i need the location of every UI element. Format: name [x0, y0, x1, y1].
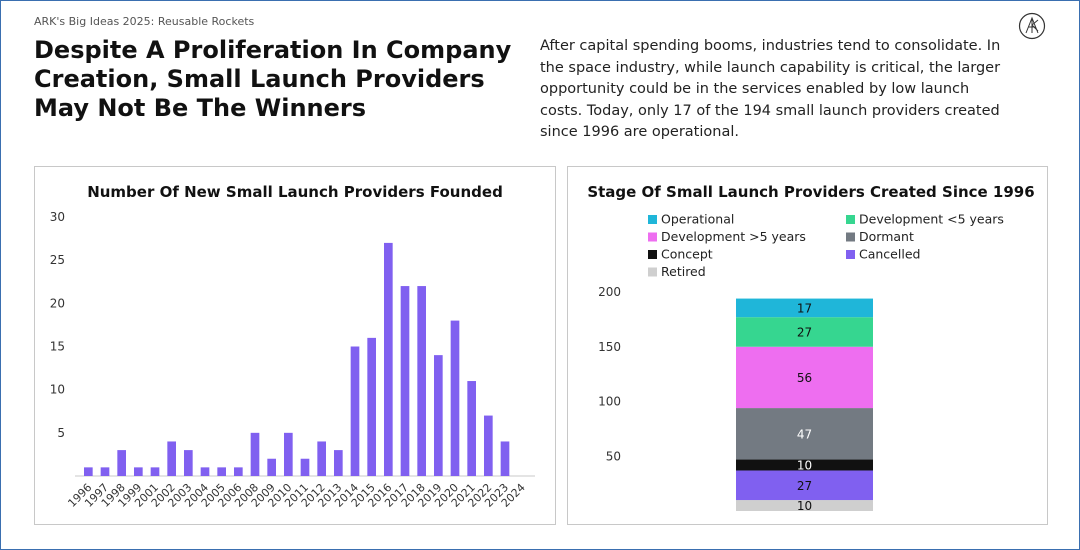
report-supertitle: ARK's Big Ideas 2025: Reusable Rockets: [34, 15, 255, 28]
y-tick-label: 30: [50, 210, 65, 224]
legend-swatch: [648, 232, 657, 242]
bar-2021: [467, 381, 476, 476]
legend-swatch: [648, 250, 657, 259]
legend-swatch: [846, 215, 855, 224]
legend-swatch: [846, 232, 855, 242]
bar-2005: [217, 467, 226, 476]
data-label: 27: [797, 325, 812, 339]
bar-2019: [434, 355, 443, 476]
bar-2013: [334, 450, 343, 476]
bar-2015: [367, 337, 376, 476]
legend-item: Development >5 years: [648, 229, 806, 244]
legend-label: Development >5 years: [661, 229, 806, 244]
intro-paragraph: After capital spending booms, industries…: [540, 38, 1001, 140]
legend-item: Development <5 years: [846, 212, 1004, 227]
segment-development-5-years: [736, 346, 873, 409]
segment-retired: [736, 500, 873, 511]
legend-item: Concept: [648, 247, 713, 262]
bar-2023: [500, 441, 510, 476]
data-label: 17: [797, 301, 812, 315]
y-tick-label: 20: [50, 296, 65, 310]
bar-2002: [167, 441, 176, 476]
bar-1998: [117, 450, 126, 476]
segment-development-5-years: [736, 317, 873, 347]
bar-2006: [234, 467, 243, 476]
bar-2009: [267, 458, 276, 476]
founded-bar-chart: Number Of New Small Launch Providers Fou…: [50, 183, 535, 510]
bar-2012: [317, 441, 326, 476]
data-label: 47: [797, 427, 812, 441]
bar-2016: [384, 242, 393, 476]
stage-stacked-bar-chart: Stage Of Small Launch Providers Created …: [587, 183, 1034, 513]
chart-title: Number Of New Small Launch Providers Fou…: [87, 183, 503, 201]
bar-1999: [134, 467, 143, 476]
legend-label: Operational: [661, 212, 734, 227]
segment-cancelled: [736, 470, 873, 501]
segment-dormant: [736, 408, 873, 460]
page-headline: Despite A Proliferation In Company Creat…: [34, 36, 512, 122]
legend-label: Concept: [661, 247, 713, 262]
legend-item: Dormant: [846, 229, 914, 244]
bar-2018: [417, 286, 426, 476]
y-tick-label: 25: [50, 253, 65, 267]
founded-chart-panel: Number Of New Small Launch Providers Fou…: [34, 166, 556, 525]
legend-swatch: [648, 215, 657, 224]
legend-label: Cancelled: [859, 247, 920, 262]
bar-2011: [300, 458, 310, 476]
ark-logo-icon: [1018, 12, 1046, 40]
stage-chart-panel: Stage Of Small Launch Providers Created …: [567, 166, 1048, 525]
legend-label: Retired: [661, 264, 706, 279]
legend-label: Dormant: [859, 229, 914, 244]
legend-label: Development <5 years: [859, 212, 1004, 227]
segment-operational: [736, 298, 873, 318]
bar-2008: [250, 432, 260, 476]
legend-swatch: [846, 250, 855, 259]
segment-concept: [736, 459, 873, 471]
y-tick-label: 200: [598, 285, 621, 299]
bar-2001: [150, 467, 160, 476]
bar-2017: [400, 286, 410, 476]
legend-item: Cancelled: [846, 247, 920, 262]
bar-2020: [450, 320, 460, 476]
y-tick-label: 10: [50, 383, 65, 397]
legend-swatch: [648, 267, 657, 277]
y-tick-label: 100: [598, 395, 621, 409]
data-label: 27: [797, 479, 812, 493]
chart-title: Stage Of Small Launch Providers Created …: [587, 183, 1034, 201]
bar-2004: [200, 467, 210, 476]
bar-1996: [84, 467, 93, 476]
y-tick-label: 50: [606, 449, 621, 463]
bar-2022: [484, 415, 493, 476]
y-tick-label: 5: [57, 426, 65, 440]
bar-2003: [184, 450, 193, 476]
bar-2010: [284, 432, 293, 476]
data-label: 10: [797, 499, 812, 513]
bar-1997: [100, 467, 110, 476]
legend-item: Retired: [648, 264, 706, 279]
bar-2014: [350, 346, 360, 476]
y-tick-label: 150: [598, 340, 621, 354]
data-label: 10: [797, 459, 812, 473]
legend-item: Operational: [648, 212, 734, 227]
data-label: 56: [797, 371, 812, 385]
y-tick-label: 15: [50, 340, 65, 354]
